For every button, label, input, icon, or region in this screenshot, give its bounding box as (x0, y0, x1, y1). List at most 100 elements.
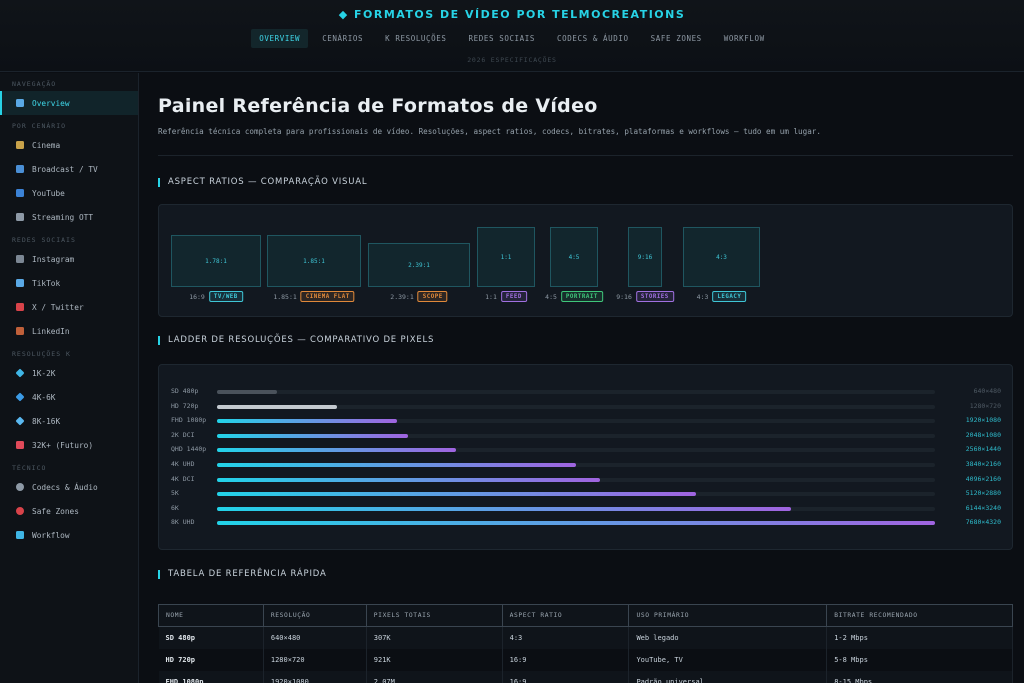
reference-table: NOME RESOLUÇÃO PIXELS TOTAIS ASPECT RATIO US… (158, 604, 1013, 683)
resolution-name: 6K (171, 503, 179, 512)
sidebar-item-label: X / Twitter (32, 302, 84, 312)
column-header: USO PRIMÁRIO (628, 604, 828, 627)
page-description: Referência técnica completa para profiss… (158, 127, 821, 136)
sidebar: NAVEGAÇÃO Overview POR CENÁRIO Cinema Broadc… (0, 73, 139, 683)
aspect-caption-ratio: 4:3 (696, 292, 709, 301)
resolution-pixels: 640×480 (973, 387, 1001, 395)
tab-codecs-udio[interactable]: CODECS & ÁUDIO (557, 34, 629, 43)
aspect-ratio-value: 9:16 (637, 253, 653, 261)
page-title: Painel Referência de Formatos de Vídeo (158, 95, 598, 117)
sidebar-item-label: Codecs & Áudio (32, 482, 98, 492)
resolution-bar (217, 448, 457, 453)
resolution-bar (217, 492, 696, 497)
sidebar-item-32k-futuro-[interactable]: 32K+ (Futuro) (0, 433, 138, 457)
resolution-pixels: 5120×2880 (965, 489, 1001, 498)
resolution-row: 8K UHD 7680×4320 (171, 518, 1001, 528)
sidebar-item-tiktok[interactable]: TikTok (0, 271, 138, 295)
sparkle-icon (16, 441, 24, 449)
sidebar-item-label: 8K-16K (32, 416, 61, 426)
resolution-name: 4K UHD (171, 460, 195, 468)
sidebar-item-label: 32K+ (Futuro) (32, 440, 94, 450)
film-icon (16, 213, 24, 221)
camera-icon (16, 255, 24, 263)
sidebar-item-cinema[interactable]: Cinema (0, 133, 138, 157)
tab-redes-sociais[interactable]: REDES SOCIAIS (468, 34, 536, 43)
table-row: HD 720p 1280×720 921K 16:9 YouTube, TV 5-8 Mb… (158, 648, 1013, 671)
table-cell: 307K (366, 626, 503, 649)
aspect-badge: PORTRAIT (560, 291, 603, 302)
sidebar-item-label: Broadcast / TV (32, 164, 98, 174)
aspect-badge: STORIES (635, 291, 674, 302)
gem-icon (15, 416, 25, 426)
aspect-box-16-9: 1.78:1 (171, 235, 261, 287)
table-cell: YouTube, TV (628, 648, 828, 671)
sidebar-item-8k-16k[interactable]: 8K-16K (0, 409, 138, 433)
sidebar-item-streaming-ott[interactable]: Streaming OTT (0, 205, 138, 229)
diamond-icon (15, 392, 25, 402)
resolution-pixels: 7680×4320 (965, 518, 1001, 527)
sidebar-item-instagram[interactable]: Instagram (0, 247, 138, 271)
column-header: PIXELS TOTAIS (365, 604, 503, 627)
resolution-pixels: 1920×1080 (965, 416, 1001, 425)
sidebar-item-workflow[interactable]: Workflow (0, 523, 138, 547)
sidebar-item-label: YouTube (32, 188, 65, 198)
sidebar-section-title: POR CENÁRIO (12, 122, 67, 130)
tab-safe-zones[interactable]: SAFE ZONES (650, 34, 702, 43)
sidebar-item-youtube[interactable]: YouTube (0, 181, 138, 205)
aspect-caption: 1.85:1 CINEMA FLAT (273, 291, 355, 302)
resolution-track (217, 463, 935, 467)
column-header: ASPECT RATIO (501, 604, 630, 627)
aspect-badge: TV/WEB (208, 291, 243, 302)
target-icon (16, 507, 24, 515)
sidebar-item-overview[interactable]: Overview (0, 91, 138, 115)
aspect-ratio-panel: 1.78:1 16:9 TV/WEB 1.85:1 1.85:1 CINEMA FLAT 2… (158, 204, 1013, 317)
sidebar-item-4k-6k[interactable]: 4K-6K (0, 385, 138, 409)
sidebar-item-codecs-udio[interactable]: Codecs & Áudio (0, 475, 138, 499)
aspect-ratio-value: 4:5 (568, 253, 580, 261)
tab-workflow[interactable]: WORKFLOW (723, 34, 765, 43)
resolution-track (217, 433, 935, 438)
aspect-badge: SCOPE (417, 291, 448, 302)
aspect-ratio-value: 1.85:1 (303, 257, 325, 265)
resolution-name: 8K UHD (171, 518, 195, 527)
table-cell: 16:9 (502, 670, 630, 683)
top-nav: OVERVIEW CENÁRIOS K RESOLUÇÕES REDES SOCIAI… (0, 29, 1024, 48)
table-cell: 1920×1080 (263, 670, 367, 683)
aspect-ratio-value: 2.39:1 (408, 261, 430, 269)
tab-overview[interactable]: OVERVIEW (251, 29, 309, 48)
aspect-badge: LEGACY (712, 291, 747, 302)
tab-k-resolu-es[interactable]: K RESOLUÇÕES (385, 34, 447, 43)
aspect-caption-ratio: 9:16 (616, 292, 632, 301)
gear-icon (16, 483, 24, 491)
resolution-bar (217, 506, 792, 511)
aspect-caption-ratio: 4:5 (545, 292, 557, 301)
sidebar-item-broadcast-tv[interactable]: Broadcast / TV (0, 157, 138, 181)
aspect-ratio-value: 1.78:1 (205, 257, 227, 265)
resolution-row: 2K DCI 2048×1080 (171, 431, 1001, 441)
table-cell: 4:3 (502, 626, 630, 649)
resolution-row: QHD 1440p 2560×1440 (171, 445, 1001, 455)
resolution-track (217, 477, 935, 482)
small-diamond-icon (15, 368, 25, 378)
column-header: RESOLUÇÃO (262, 604, 367, 627)
sidebar-item-1k-2k[interactable]: 1K-2K (0, 361, 138, 385)
table-row: SD 480p 640×480 307K 4:3 Web legado 1-2 Mbps (158, 626, 1013, 649)
brand-title: ◆ FORMATOS DE VÍDEO POR TELMOCREATIONS (338, 8, 686, 21)
sidebar-item-safe-zones[interactable]: Safe Zones (0, 499, 138, 523)
sidebar-item-x-twitter[interactable]: X / Twitter (0, 295, 138, 319)
aspect-caption-ratio: 1.85:1 (273, 292, 297, 301)
sidebar-item-label: TikTok (32, 278, 61, 288)
tab-cen-rios[interactable]: CENÁRIOS (322, 34, 364, 43)
aspect-caption: 4:5 PORTRAIT (545, 291, 603, 302)
sidebar-item-linkedin[interactable]: LinkedIn (0, 319, 138, 343)
sidebar-section-title: REDES SOCIAIS (12, 236, 76, 244)
resolution-name: QHD 1440p (171, 445, 207, 454)
sidebar-section-title: TÉCNICO (12, 464, 47, 472)
sidebar-item-label: Workflow (32, 530, 70, 540)
aspect-caption: 4:3 LEGACY (697, 291, 747, 302)
resolution-bar (217, 419, 397, 424)
sidebar-section-title: RESOLUÇÕES K (12, 350, 71, 358)
aspect-caption: 9:16 STORIES (616, 291, 674, 302)
aspect-box-2-39-1: 2.39:1 (368, 243, 470, 287)
aspect-ratio-value: 1:1 (500, 253, 512, 261)
